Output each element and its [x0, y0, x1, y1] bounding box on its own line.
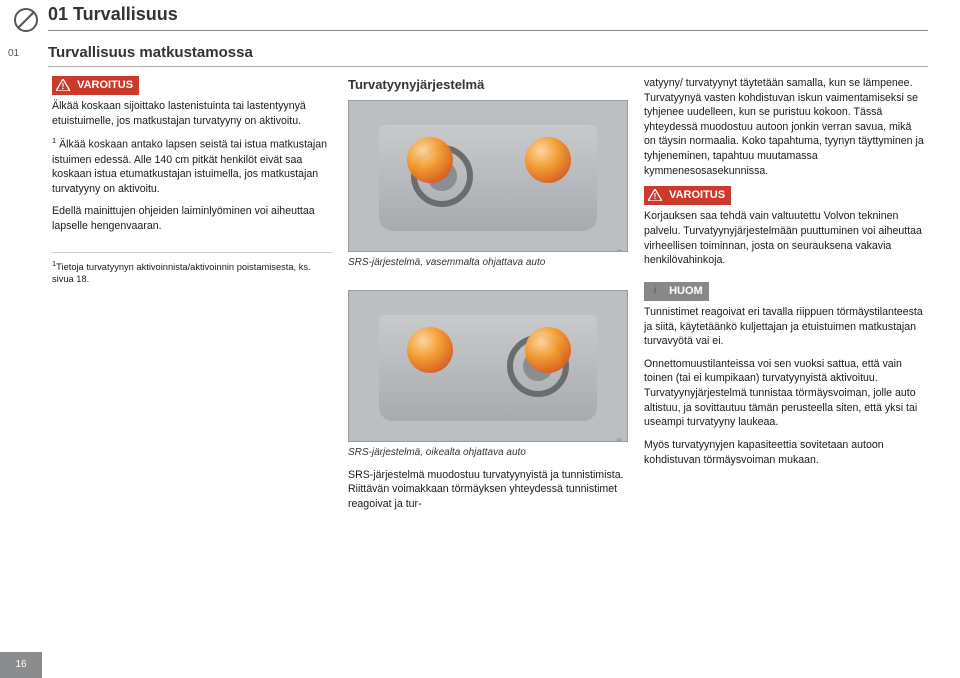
- warning-paragraph: Älkää koskaan sijoittako lastenistuinta …: [52, 99, 332, 128]
- warning-paragraph: Edellä mainittujen ohjeiden laiminlyömin…: [52, 204, 332, 233]
- figure-caption: SRS-järjestelmä, vasemmalta ohjattava au…: [348, 256, 628, 270]
- figure-srs-left: G018665: [348, 100, 628, 252]
- note-paragraph: Tunnistimet reagoivat eri tavalla riippu…: [644, 305, 924, 349]
- spacer: [348, 270, 628, 290]
- warning-text: Älkää koskaan antako lapsen seistä tai i…: [52, 139, 327, 195]
- section-rule: [48, 66, 928, 67]
- divider: [52, 252, 332, 253]
- subheading: Turvatyynyjärjestelmä: [348, 76, 628, 94]
- column-1: ! VAROITUS Älkää koskaan sijoittako last…: [52, 76, 332, 285]
- figure-srs-right: G018666: [348, 290, 628, 442]
- warning-paragraph: Korjauksen saa tehdä vain valtuutettu Vo…: [644, 209, 924, 267]
- note-box: i HUOM Tunnistimet reagoivat eri tavalla…: [644, 282, 924, 481]
- section-title: Turvallisuus matkustamossa: [48, 44, 253, 61]
- column-3: vatyyny/ turvatyynyt täytetään samalla, …: [644, 76, 924, 481]
- warning-triangle-icon: !: [56, 79, 70, 91]
- airbag-icon: [525, 137, 571, 183]
- page-number: 16: [0, 652, 42, 678]
- figure-illustration: [349, 101, 627, 251]
- header-rule: [48, 30, 928, 31]
- warning-box: ! VAROITUS Älkää koskaan sijoittako last…: [52, 76, 332, 248]
- side-chapter-number: 01: [8, 48, 19, 59]
- warning-label: VAROITUS: [77, 79, 133, 91]
- info-icon: i: [648, 284, 662, 298]
- body-paragraph: SRS-järjestelmä muodostuu turvatyynyistä…: [348, 468, 628, 512]
- warning-paragraph: 1 Älkää koskaan antako lapsen seistä tai…: [52, 136, 332, 196]
- note-label: HUOM: [669, 285, 703, 297]
- airbag-icon: [525, 327, 571, 373]
- airbag-icon: [407, 327, 453, 373]
- warning-heading: ! VAROITUS: [644, 186, 731, 205]
- manual-page: 01 Turvallisuus 01 Turvallisuus matkusta…: [0, 0, 960, 678]
- no-symbol-icon: [12, 6, 40, 39]
- figure-caption: SRS-järjestelmä, oikealta ohjattava auto: [348, 446, 628, 460]
- note-paragraph: Onnettomuustilanteissa voi sen vuoksi sa…: [644, 357, 924, 430]
- footnote-text: Tietoja turvatyynyn aktivoinnista/aktivo…: [52, 262, 311, 284]
- warning-triangle-icon: !: [648, 189, 662, 201]
- warning-heading: ! VAROITUS: [52, 76, 139, 95]
- svg-text:!: !: [654, 192, 657, 201]
- svg-text:!: !: [62, 82, 65, 91]
- figure-tag: G018666: [617, 439, 625, 442]
- footnote: 1Tietoja turvatyynyn aktivoinnista/aktiv…: [52, 259, 332, 285]
- airbag-icon: [407, 137, 453, 183]
- note-heading: i HUOM: [644, 282, 709, 301]
- body-paragraph: vatyyny/ turvatyynyt täytetään samalla, …: [644, 76, 924, 178]
- figure-illustration: [349, 291, 627, 441]
- note-paragraph: Myös turvatyynyjen kapasiteettia sovitet…: [644, 438, 924, 467]
- warning-label: VAROITUS: [669, 189, 725, 201]
- column-2: Turvatyynyjärjestelmä G018665 SRS-järjes…: [348, 76, 628, 519]
- warning-box: ! VAROITUS Korjauksen saa tehdä vain val…: [644, 186, 924, 282]
- chapter-title: 01 Turvallisuus: [48, 4, 178, 25]
- figure-tag: G018665: [617, 249, 625, 252]
